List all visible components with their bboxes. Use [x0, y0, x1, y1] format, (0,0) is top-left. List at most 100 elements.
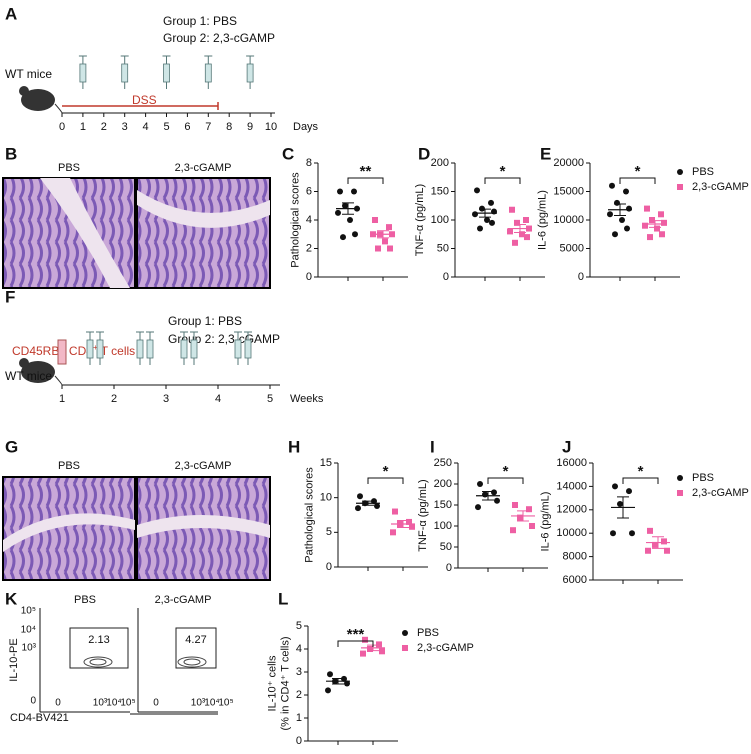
syringe-body: [163, 63, 170, 83]
histology-label: 2,3-cGAMP: [175, 460, 232, 472]
significance-bracket: [347, 177, 384, 184]
data-point: [529, 523, 535, 529]
syringe-icon: [180, 331, 188, 365]
syringe-body: [86, 339, 94, 359]
syringe-icon: [204, 55, 213, 89]
data-point: [477, 481, 483, 487]
data-point: [340, 234, 346, 241]
y-tick-label: 5000: [560, 242, 584, 254]
cell-label-part: CD45RB: [12, 344, 59, 358]
syringe-icon: [244, 331, 252, 365]
mouse-icon: [19, 86, 63, 114]
cell-label-part: +: [93, 343, 98, 352]
flow-x-tick-label: 0: [153, 698, 159, 709]
y-tick-label: 8: [306, 157, 312, 169]
y-tick-label: 0: [296, 735, 302, 747]
sem-bar: [649, 220, 661, 228]
cell-label: CD45RBhi CD4+ T cells: [12, 343, 135, 358]
panel-label: C: [282, 144, 294, 163]
syringe-body: [121, 63, 129, 83]
y-tick-label: 5: [326, 526, 332, 538]
syringe-body: [180, 339, 188, 359]
y-tick-label: 250: [434, 457, 452, 469]
histology-label: 2,3-cGAMP: [175, 162, 232, 174]
data-point: [658, 211, 664, 218]
panel-label: E: [540, 144, 551, 163]
y-axis-label: IL-6 (pg/mL): [536, 190, 548, 250]
significance-bracket: [622, 477, 659, 484]
sem-bar: [377, 230, 389, 239]
data-point: [387, 245, 393, 252]
data-point: [474, 187, 480, 194]
gate-percent: 4.27: [185, 634, 206, 646]
syringe-icon: [190, 331, 198, 365]
y-tick-label: 0: [446, 562, 452, 574]
data-point: [510, 527, 516, 534]
gate-percent: 2.13: [88, 634, 109, 646]
timeline-tick-label: 2: [111, 393, 117, 405]
data-point: [610, 530, 616, 537]
data-point: [475, 504, 481, 511]
timeline-tick-label: 7: [205, 121, 211, 133]
significance-label: *: [500, 163, 506, 180]
y-axis-label: IL-6 (pg/mL): [539, 492, 551, 552]
data-point: [642, 222, 648, 229]
y-tick-label: 5: [296, 620, 302, 632]
data-point: [406, 518, 412, 525]
legend-label: PBS: [692, 166, 714, 178]
data-point: [386, 224, 392, 231]
data-point: [661, 219, 667, 226]
data-point: [374, 502, 380, 509]
y-tick-label: 14000: [556, 480, 587, 492]
data-point: [375, 245, 381, 252]
timeline-tick-label: 0: [59, 121, 65, 133]
data-point: [382, 238, 388, 245]
panel-label: L: [278, 589, 288, 608]
data-point: [367, 646, 373, 652]
y-axis-label: TNF-α (pg/mL): [417, 479, 429, 551]
data-point: [494, 497, 500, 504]
timeline-tick-label: 1: [59, 393, 65, 405]
y-tick-label: 150: [434, 499, 452, 511]
significance-label: *: [635, 163, 641, 180]
syringe-body: [244, 339, 252, 359]
legend-marker: [677, 475, 683, 481]
data-point: [619, 217, 625, 223]
flow-x-tick-label: 10³: [93, 698, 108, 709]
data-point: [344, 680, 350, 687]
panel-label: G: [5, 437, 18, 456]
timeline-tick-label: 3: [163, 393, 169, 405]
y-tick-label: 50: [437, 242, 449, 254]
histology-label: PBS: [58, 460, 80, 472]
mouse-icon: [19, 358, 63, 386]
y-tick-label: 6000: [563, 574, 587, 586]
data-point: [488, 199, 494, 206]
significance-label: ***: [347, 626, 365, 643]
data-point: [514, 219, 520, 226]
panel-label: J: [562, 437, 571, 456]
subject-label: WT mice: [5, 67, 52, 81]
y-tick-label: 16000: [556, 457, 587, 469]
significance-bracket: [619, 177, 656, 184]
data-point: [661, 538, 667, 545]
cell-label-part: T cells: [98, 344, 136, 358]
data-point: [489, 219, 495, 226]
data-point: [629, 530, 635, 537]
sem-bar: [332, 677, 344, 685]
y-tick-label: 6: [306, 185, 312, 197]
data-point: [379, 648, 385, 655]
y-tick-label: 8000: [563, 551, 587, 563]
data-point: [337, 188, 343, 195]
y-tick-label: 20000: [553, 157, 584, 169]
syringe-body: [96, 339, 104, 359]
legend-marker: [677, 490, 683, 496]
panel-label: D: [418, 144, 430, 163]
syringe-body: [146, 339, 154, 359]
data-point: [372, 217, 378, 223]
y-tick-label: 100: [431, 214, 449, 226]
data-point: [355, 505, 361, 512]
significance-label: *: [503, 463, 509, 480]
timeline-tick-label: 4: [215, 393, 221, 405]
data-point: [472, 211, 478, 218]
y-tick-label: 4: [296, 643, 302, 655]
